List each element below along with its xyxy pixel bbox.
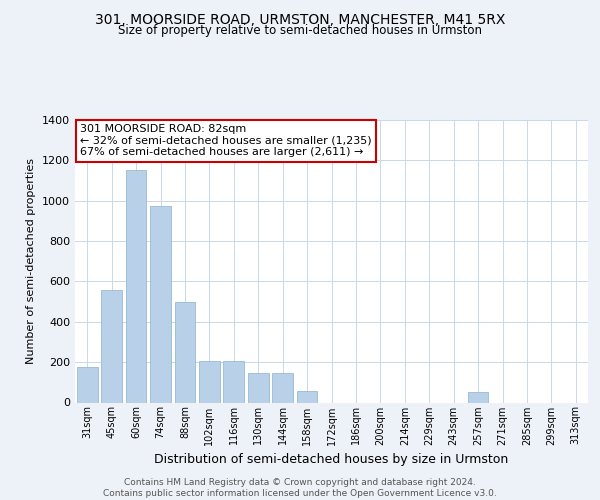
- Bar: [150, 206, 171, 402]
- Text: Contains HM Land Registry data © Crown copyright and database right 2024.
Contai: Contains HM Land Registry data © Crown c…: [103, 478, 497, 498]
- Y-axis label: Number of semi-detached properties: Number of semi-detached properties: [26, 158, 37, 364]
- Bar: [296, 392, 317, 402]
- X-axis label: Distribution of semi-detached houses by size in Urmston: Distribution of semi-detached houses by …: [154, 453, 509, 466]
- Bar: [467, 392, 488, 402]
- Bar: [125, 170, 146, 402]
- Bar: [175, 302, 196, 402]
- Bar: [272, 373, 293, 402]
- Bar: [248, 373, 269, 402]
- Text: Size of property relative to semi-detached houses in Urmston: Size of property relative to semi-detach…: [118, 24, 482, 37]
- Bar: [77, 367, 98, 402]
- Text: 301 MOORSIDE ROAD: 82sqm
← 32% of semi-detached houses are smaller (1,235)
67% o: 301 MOORSIDE ROAD: 82sqm ← 32% of semi-d…: [80, 124, 372, 158]
- Bar: [101, 290, 122, 403]
- Text: 301, MOORSIDE ROAD, URMSTON, MANCHESTER, M41 5RX: 301, MOORSIDE ROAD, URMSTON, MANCHESTER,…: [95, 12, 505, 26]
- Bar: [223, 361, 244, 403]
- Bar: [199, 361, 220, 403]
